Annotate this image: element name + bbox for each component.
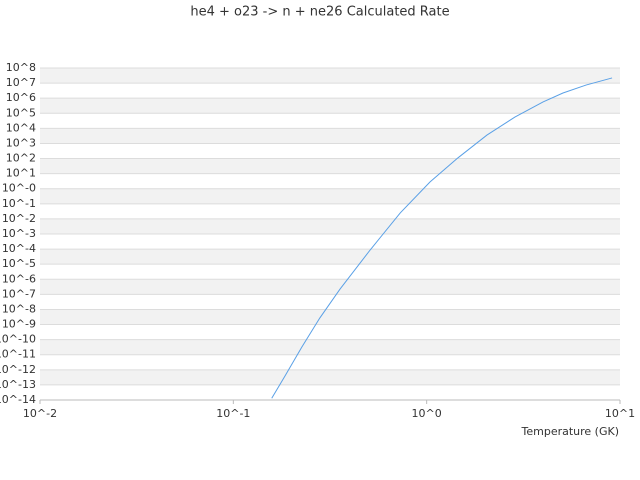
y-tick-label: 10^-8 <box>2 302 36 315</box>
y-tick-label: 10^-14 <box>0 393 36 406</box>
data-line <box>271 77 613 399</box>
y-tick-label: 10^-2 <box>2 212 36 225</box>
y-tick-label: 10^5 <box>6 106 36 119</box>
y-tick-label: 10^-10 <box>0 333 36 346</box>
y-tick-label: 10^-12 <box>0 363 36 376</box>
x-tick-label: 10^-2 <box>23 407 57 420</box>
grid-band <box>40 188 620 204</box>
y-tick-label: 10^7 <box>6 76 36 89</box>
x-tick-label: 10^-1 <box>216 407 250 420</box>
x-axis-title: Temperature (GK) <box>521 425 620 438</box>
y-tick-label: 10^2 <box>6 152 36 165</box>
y-tick-label: 10^-1 <box>2 197 36 210</box>
grid-band <box>40 249 620 265</box>
y-tick-label: 10^-11 <box>0 348 36 361</box>
grid-band <box>40 279 620 295</box>
y-tick-label: 10^3 <box>6 136 36 149</box>
y-tick-label: 10^-7 <box>2 287 36 300</box>
grid <box>40 68 620 385</box>
y-tick-label: 10^4 <box>6 121 36 134</box>
y-tick-label: 10^-6 <box>2 272 36 285</box>
grid-band <box>40 369 620 385</box>
grid-band <box>40 128 620 144</box>
y-tick-label: 10^-13 <box>0 378 36 391</box>
grid-band <box>40 309 620 325</box>
x-tick-label: 10^0 <box>412 407 442 420</box>
y-tick-label: 10^8 <box>6 61 36 74</box>
grid-band <box>40 68 620 84</box>
chart-title: he4 + o23 -> n + ne26 Calculated Rate <box>190 5 449 20</box>
grid-band <box>40 98 620 114</box>
grid-band <box>40 218 620 234</box>
x-tick-label: 10^1 <box>605 407 635 420</box>
y-tick-label: 10^-4 <box>2 242 36 255</box>
grid-band <box>40 158 620 174</box>
y-tick-label: 10^-3 <box>2 227 36 240</box>
y-tick-label: 10^-0 <box>2 182 36 195</box>
grid-band <box>40 339 620 355</box>
y-tick-label: 10^6 <box>6 91 36 104</box>
y-tick-label: 10^-5 <box>2 257 36 270</box>
y-tick-label: 10^1 <box>6 167 36 180</box>
y-tick-label: 10^-9 <box>2 318 36 331</box>
